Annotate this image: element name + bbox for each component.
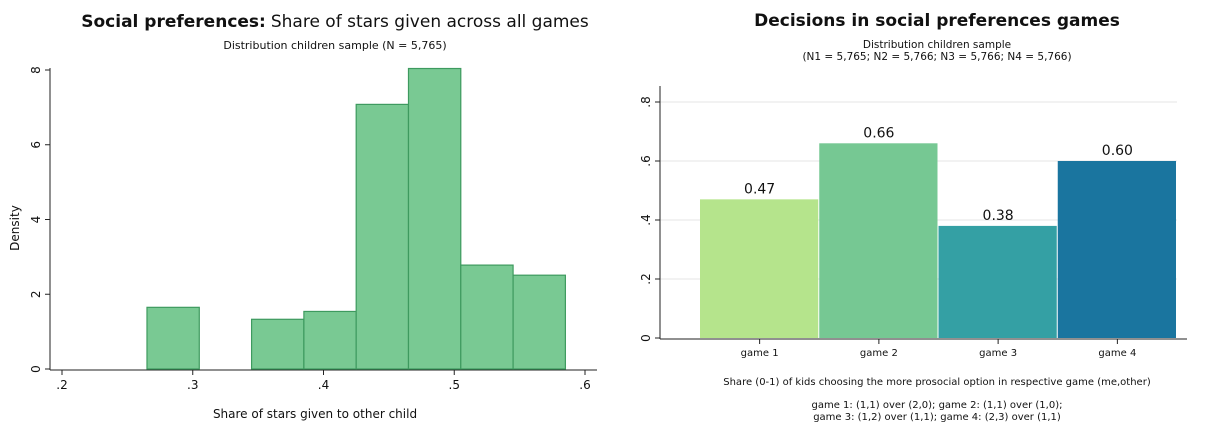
games-y-tick-label-1: 0: [639, 334, 653, 342]
histogram-bar-6: [460, 264, 514, 370]
games-y-tick-label-3: .4: [639, 214, 653, 225]
games-bar-1: [700, 199, 819, 338]
games-bar-2: [819, 143, 938, 338]
games-bar-chart: Decisions in social preferences games Di…: [639, 11, 1187, 423]
histogram-y-tick-label-4: 6: [29, 141, 43, 149]
histogram-bar-1: [146, 306, 200, 370]
games-chart-subtitle-line2: (N1 = 5,765; N2 = 5,766; N3 = 5,766; N4 …: [802, 51, 1071, 63]
games-chart-subtitle-line1: Distribution children sample: [863, 39, 1011, 51]
histogram-bar-2: [250, 318, 305, 370]
histogram-bar-7: [512, 274, 566, 370]
histogram-x-tick-label-5: .6: [579, 378, 590, 392]
games-y-tick-label-4: .6: [639, 155, 653, 166]
histogram-y-tick-label-1: 0: [29, 365, 43, 373]
games-bar-value-label-2: 0.66: [863, 125, 894, 141]
histogram-y-tick-label-5: 8: [29, 66, 43, 74]
games-x-axis-label: Share (0-1) of kids choosing the more pr…: [723, 377, 1151, 388]
histogram-axes: .2 .3 .4 .5 .6 0 2 4 6 8: [29, 66, 597, 392]
games-note-line2: game 3: (1,2) over (1,1); game 4: (2,3) …: [813, 412, 1061, 423]
histogram-y-tick-label-2: 2: [29, 290, 43, 298]
histogram-x-tick-label-1: .2: [56, 378, 67, 392]
histogram-bar-4: [355, 103, 410, 370]
histogram-x-tick-label-2: .3: [187, 378, 198, 392]
histogram-bar-3: [303, 310, 357, 370]
games-y-tick-label-5: .8: [639, 96, 653, 107]
histogram-title-bold: Social preferences:: [81, 12, 266, 32]
histogram-bar-5: [407, 67, 462, 370]
histogram-x-tick-label-4: .5: [449, 378, 460, 392]
games-category-label-3: game 3: [979, 348, 1017, 359]
games-chart-title: Decisions in social preferences games: [754, 11, 1120, 31]
games-category-label-2: game 2: [860, 348, 898, 359]
histogram-x-axis-label: Share of stars given to other child: [213, 407, 417, 421]
histogram-chart: Social preferences: Share of stars given …: [8, 12, 597, 421]
histogram-title-rest: Share of stars given across all games: [271, 12, 589, 32]
games-bar-3: [938, 225, 1057, 338]
games-category-label-1: game 1: [741, 348, 779, 359]
histogram-x-tick-label-3: .4: [318, 378, 329, 392]
games-bar-value-label-1: 0.47: [744, 181, 775, 197]
games-bars: 0.47 0.66 0.38 0.60: [700, 125, 1176, 338]
histogram-bars: [146, 67, 566, 370]
games-bar-value-label-3: 0.38: [983, 208, 1014, 224]
games-y-tick-label-2: .2: [639, 273, 653, 284]
histogram-subtitle: Distribution children sample (N = 5,765): [223, 39, 446, 52]
games-category-label-4: game 4: [1098, 348, 1136, 359]
games-note-line1: game 1: (1,1) over (2,0); game 2: (1,1) …: [812, 400, 1063, 411]
histogram-y-tick-label-3: 4: [29, 216, 43, 224]
histogram-title: Social preferences: Share of stars given …: [81, 12, 589, 32]
games-bar-4: [1057, 161, 1176, 338]
games-bar-value-label-4: 0.60: [1102, 143, 1133, 159]
histogram-y-axis-label: Density: [8, 205, 22, 251]
